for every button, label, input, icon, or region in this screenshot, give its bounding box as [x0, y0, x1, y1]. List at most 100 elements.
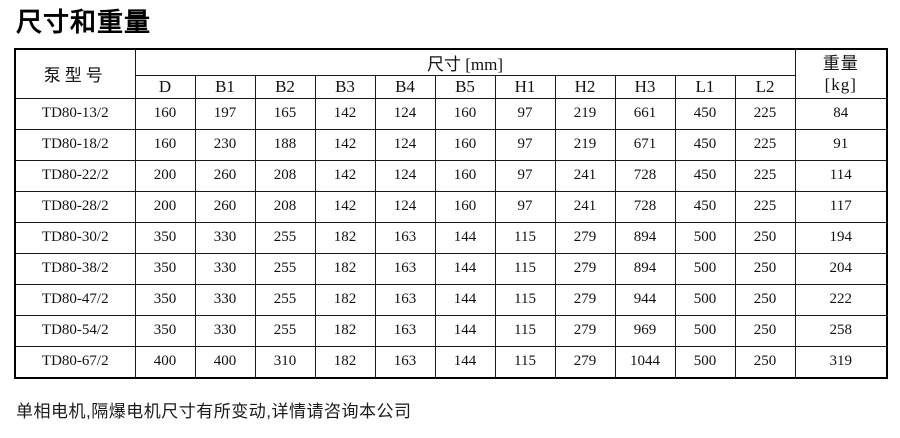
dim-value-cell-l2: 250 [734, 345, 796, 379]
dim-value-cell-h2: 279 [554, 314, 616, 347]
table-row: TD80-54/2 350 330 255 182 163 144 115 279 969 500 2… [14, 314, 888, 347]
dim-value-cell-b5: 160 [434, 159, 496, 192]
dim-value-cell-b3: 142 [314, 128, 376, 161]
pump-model-cell: TD80-38/2 [14, 252, 136, 285]
dim-value-cell-h3: 661 [614, 97, 676, 130]
table-row: TD80-30/2 350 330 255 182 163 144 115 279 894 500 2… [14, 221, 888, 254]
dim-value-cell-l2: 250 [734, 314, 796, 347]
dim-value-cell-h2: 241 [554, 190, 616, 223]
dim-value-cell-h2: 219 [554, 128, 616, 161]
weight-value-cell: 117 [794, 190, 888, 223]
dim-value-cell-b2: 255 [254, 252, 316, 285]
dim-value-cell-d: 350 [134, 283, 196, 316]
dim-value-cell-h3: 671 [614, 128, 676, 161]
dim-value-cell-b3: 182 [314, 345, 376, 379]
dim-value-cell-h1: 115 [494, 283, 556, 316]
column-header-d: D [134, 74, 196, 99]
header-row-dimension-letters: D B1 B2 B3 B4 B5 H1 H2 H3 L1 L2 [15, 74, 887, 99]
dim-value-cell-h1: 97 [494, 97, 556, 130]
weight-header-line2: [kg] [824, 74, 857, 94]
pump-model-cell: TD80-30/2 [14, 221, 136, 254]
table-row: TD80-13/2 160 197 165 142 124 160 97 219 661 450 22… [14, 97, 888, 130]
dim-value-cell-h1: 115 [494, 345, 556, 379]
table-row: TD80-28/2 200 260 208 142 124 160 97 241 728 450 22… [14, 190, 888, 223]
dim-value-cell-d: 160 [134, 97, 196, 130]
dim-value-cell-b5: 144 [434, 252, 496, 285]
dim-value-cell-h3: 894 [614, 252, 676, 285]
dim-value-cell-b1: 400 [194, 345, 256, 379]
pump-model-cell: TD80-28/2 [14, 190, 136, 223]
dim-value-cell-l2: 225 [734, 190, 796, 223]
dim-value-cell-b4: 163 [374, 314, 436, 347]
dim-value-cell-b3: 142 [314, 190, 376, 223]
dim-value-cell-b2: 255 [254, 314, 316, 347]
dim-value-cell-b2: 165 [254, 97, 316, 130]
pump-model-cell: TD80-13/2 [14, 97, 136, 130]
dim-value-cell-d: 400 [134, 345, 196, 379]
pump-model-cell: TD80-47/2 [14, 283, 136, 316]
dim-value-cell-b3: 182 [314, 283, 376, 316]
dim-value-cell-h3: 969 [614, 314, 676, 347]
dim-value-cell-b5: 160 [434, 128, 496, 161]
dim-value-cell-d: 350 [134, 221, 196, 254]
column-header-h1: H1 [494, 74, 556, 99]
dim-value-cell-b3: 182 [314, 314, 376, 347]
column-header-b5: B5 [434, 74, 496, 99]
dim-value-cell-b2: 208 [254, 190, 316, 223]
dim-value-cell-b4: 163 [374, 345, 436, 379]
dim-value-cell-b3: 142 [314, 97, 376, 130]
dim-value-cell-l2: 250 [734, 283, 796, 316]
dim-value-cell-d: 160 [134, 128, 196, 161]
column-header-b3: B3 [314, 74, 376, 99]
dim-value-cell-h1: 115 [494, 314, 556, 347]
dim-value-cell-l2: 225 [734, 128, 796, 161]
weight-value-cell: 194 [794, 221, 888, 254]
dim-value-cell-b4: 124 [374, 97, 436, 130]
column-header-l2: L2 [734, 74, 796, 99]
pump-model-cell: TD80-54/2 [14, 314, 136, 347]
dim-value-cell-b4: 124 [374, 128, 436, 161]
dim-value-cell-b1: 260 [194, 190, 256, 223]
dim-value-cell-b1: 230 [194, 128, 256, 161]
dim-value-cell-h2: 219 [554, 97, 616, 130]
dim-value-cell-l1: 500 [674, 221, 736, 254]
column-header-dimensions-mm: 尺寸 [mm] [134, 48, 796, 76]
dim-value-cell-l2: 225 [734, 97, 796, 130]
dim-value-cell-d: 350 [134, 314, 196, 347]
dim-value-cell-h3: 894 [614, 221, 676, 254]
dim-value-cell-b5: 144 [434, 283, 496, 316]
dim-value-cell-l2: 225 [734, 159, 796, 192]
column-header-pump-model: 泵型号 [14, 48, 136, 99]
pump-model-cell: TD80-18/2 [14, 128, 136, 161]
column-header-l1: L1 [674, 74, 736, 99]
dim-value-cell-d: 200 [134, 159, 196, 192]
dim-value-cell-l2: 250 [734, 252, 796, 285]
dim-value-cell-h3: 728 [614, 190, 676, 223]
weight-value-cell: 84 [794, 97, 888, 130]
dim-value-cell-b3: 182 [314, 252, 376, 285]
table-header: 泵型号 尺寸 [mm] 重量 [kg] D B1 B2 B3 B4 B5 H1 H2 H3 L1 L2 [14, 48, 888, 99]
dim-value-cell-b2: 255 [254, 283, 316, 316]
column-header-b4: B4 [374, 74, 436, 99]
dim-value-cell-b1: 197 [194, 97, 256, 130]
header-row-top: 泵型号 尺寸 [mm] 重量 [kg] [14, 48, 888, 99]
pump-model-cell: TD80-22/2 [14, 159, 136, 192]
dim-value-cell-l1: 500 [674, 283, 736, 316]
dim-value-cell-h2: 279 [554, 345, 616, 379]
column-header-weight-kg: 重量 [kg] [794, 48, 888, 99]
dim-value-cell-h2: 279 [554, 252, 616, 285]
table-row: TD80-47/2 350 330 255 182 163 144 115 279 944 500 2… [14, 283, 888, 316]
dim-value-cell-b4: 163 [374, 283, 436, 316]
weight-header-line1: 重量 [822, 53, 859, 73]
dim-value-cell-b4: 124 [374, 190, 436, 223]
dim-value-cell-b1: 330 [194, 252, 256, 285]
dim-value-cell-l1: 500 [674, 345, 736, 379]
dim-value-cell-h1: 115 [494, 252, 556, 285]
weight-value-cell: 258 [794, 314, 888, 347]
dim-value-cell-b2: 188 [254, 128, 316, 161]
weight-value-cell: 114 [794, 159, 888, 192]
dim-value-cell-b4: 163 [374, 221, 436, 254]
dim-value-cell-b4: 124 [374, 159, 436, 192]
dim-value-cell-h2: 279 [554, 283, 616, 316]
dim-value-cell-d: 200 [134, 190, 196, 223]
